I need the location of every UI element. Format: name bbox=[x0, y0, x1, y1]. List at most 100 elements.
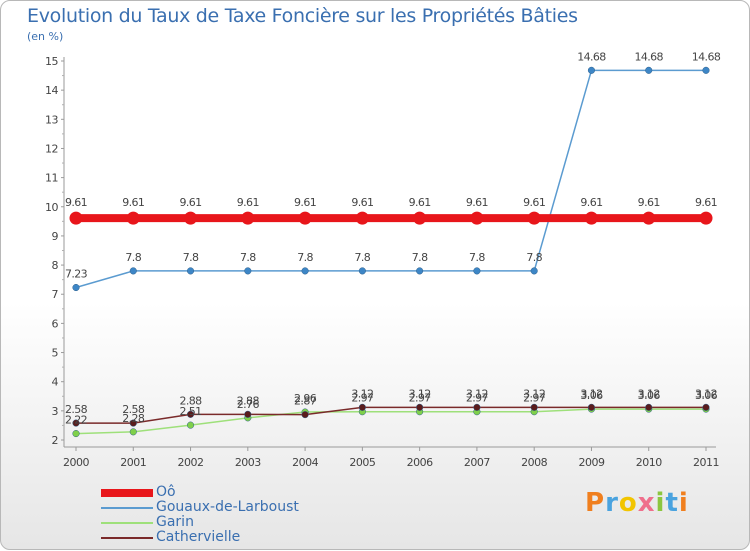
chart-axes: 2 3 4 5 6 7 8 9 10 11 12 13 14 15 2000 2001 2002 2003 2004… bbox=[45, 55, 720, 469]
series-lines bbox=[75, 69, 706, 435]
data-point bbox=[527, 211, 541, 225]
data-point bbox=[645, 66, 653, 74]
data-point bbox=[126, 211, 140, 225]
data-label: 9.61 bbox=[65, 196, 87, 209]
data-point bbox=[530, 403, 538, 411]
data-point bbox=[301, 411, 309, 419]
data-label: 7.8 bbox=[526, 251, 542, 264]
data-label: 7.8 bbox=[183, 251, 199, 264]
legend-swatch bbox=[101, 522, 153, 524]
series-line-cathervielle bbox=[76, 406, 706, 424]
data-point bbox=[413, 211, 427, 225]
x-tick-label: 2002 bbox=[178, 456, 204, 469]
y-tick-label: 6 bbox=[52, 317, 59, 330]
y-tick-label: 11 bbox=[45, 172, 58, 185]
data-point bbox=[699, 211, 713, 225]
data-label: 2.97 bbox=[409, 392, 432, 405]
data-point bbox=[72, 419, 80, 427]
data-point bbox=[186, 267, 195, 275]
data-point bbox=[186, 421, 195, 429]
data-label: 2.96 bbox=[294, 392, 317, 405]
data-label: 2.22 bbox=[65, 414, 87, 427]
data-point bbox=[244, 267, 252, 275]
data-point bbox=[72, 430, 80, 438]
legend-label: Gouaux-de-Larboust bbox=[156, 499, 299, 515]
data-point bbox=[298, 211, 312, 225]
data-point bbox=[355, 211, 369, 225]
legend-label: Oô bbox=[156, 484, 176, 500]
data-label: 9.61 bbox=[179, 196, 201, 209]
data-label: 9.61 bbox=[695, 196, 717, 209]
data-label: 7.8 bbox=[469, 251, 485, 264]
data-point bbox=[186, 410, 195, 418]
x-tick-label: 2010 bbox=[636, 456, 662, 469]
series-markers bbox=[69, 66, 713, 438]
data-point bbox=[584, 211, 598, 225]
legend-swatch bbox=[101, 507, 153, 509]
y-tick-label: 12 bbox=[45, 142, 58, 155]
data-label: 2.58 bbox=[122, 403, 145, 416]
data-label: 7.8 bbox=[297, 251, 313, 264]
data-label: 9.61 bbox=[638, 196, 660, 209]
data-label: 7.8 bbox=[412, 251, 428, 264]
data-label: 7.8 bbox=[240, 251, 256, 264]
data-label: 3.12 bbox=[638, 387, 660, 400]
data-label: 3.12 bbox=[580, 387, 602, 400]
data-point bbox=[587, 403, 596, 411]
x-tick-label: 2007 bbox=[464, 456, 490, 469]
data-label: 2.97 bbox=[466, 392, 489, 405]
x-tick-label: 2008 bbox=[521, 456, 547, 469]
data-label: 3.06 bbox=[638, 389, 661, 402]
data-label: 2.87 bbox=[294, 395, 317, 408]
y-tick-label: 14 bbox=[45, 84, 58, 97]
data-label: 9.61 bbox=[294, 196, 316, 209]
data-point bbox=[473, 403, 481, 411]
y-tick-label: 15 bbox=[45, 55, 58, 68]
logo-letter: x bbox=[637, 488, 656, 518]
data-label: 2.76 bbox=[237, 398, 260, 411]
y-tick-label: 2 bbox=[52, 434, 59, 447]
data-point bbox=[244, 410, 252, 418]
data-point bbox=[645, 403, 653, 411]
data-label: 3.12 bbox=[351, 387, 373, 400]
logo-letter: o bbox=[618, 488, 638, 518]
data-label: 7.8 bbox=[355, 251, 371, 264]
data-point bbox=[470, 211, 484, 225]
data-point bbox=[129, 419, 137, 427]
series-line-garin bbox=[75, 408, 706, 435]
data-point bbox=[358, 267, 366, 275]
x-tick-label: 2000 bbox=[63, 456, 89, 469]
data-point bbox=[301, 267, 309, 275]
data-point bbox=[72, 283, 80, 292]
data-point bbox=[530, 267, 538, 275]
data-label: 2.51 bbox=[179, 405, 201, 418]
y-tick-label: 7 bbox=[52, 288, 59, 301]
y-axis-unit: (en %) bbox=[27, 30, 64, 43]
x-tick-label: 2005 bbox=[349, 456, 375, 469]
data-label: 9.61 bbox=[580, 196, 602, 209]
data-label: 3.06 bbox=[695, 389, 718, 402]
data-label: 3.06 bbox=[580, 389, 603, 402]
data-label: 9.61 bbox=[409, 196, 431, 209]
x-tick-label: 2006 bbox=[407, 456, 433, 469]
x-tick-label: 2001 bbox=[120, 456, 146, 469]
y-tick-label: 3 bbox=[52, 405, 59, 418]
y-tick-label: 4 bbox=[52, 376, 59, 389]
y-tick-label: 8 bbox=[52, 259, 59, 272]
legend-label: Cathervielle bbox=[156, 529, 241, 545]
chart-title: Evolution du Taux de Taxe Foncière sur l… bbox=[27, 5, 578, 27]
data-label: 14.68 bbox=[577, 50, 606, 63]
logo-letter: i bbox=[678, 488, 689, 518]
data-label: 3.12 bbox=[523, 387, 545, 400]
data-point bbox=[69, 211, 83, 225]
data-label: 7.8 bbox=[125, 251, 141, 264]
data-label: 2.97 bbox=[523, 392, 546, 405]
series-line-gouaux-de-larboust bbox=[75, 69, 706, 289]
x-tick-label: 2009 bbox=[578, 456, 604, 469]
y-tick-label: 9 bbox=[52, 230, 59, 243]
data-label: 2.28 bbox=[122, 412, 145, 425]
data-label: 14.68 bbox=[692, 50, 721, 63]
data-point bbox=[473, 267, 481, 275]
